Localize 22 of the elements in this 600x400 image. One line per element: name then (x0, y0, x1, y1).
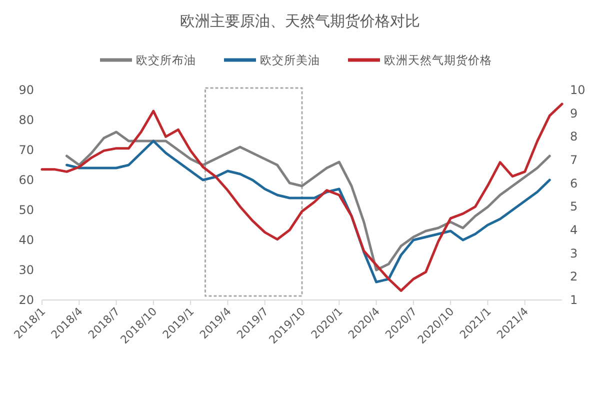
y-tick-label: 90 (18, 83, 34, 97)
y2-tick-label: 9 (570, 106, 578, 120)
legend-label: 欧交所美油 (260, 53, 320, 67)
y-tick-label: 20 (18, 293, 34, 307)
y-tick-label: 40 (18, 233, 34, 247)
y-tick-label: 50 (18, 203, 34, 217)
y2-tick-label: 5 (570, 200, 578, 214)
y2-tick-label: 1 (570, 293, 578, 307)
y2-tick-label: 8 (570, 130, 578, 144)
y-tick-label: 70 (18, 143, 34, 157)
y2-tick-label: 4 (570, 223, 578, 237)
y2-tick-label: 6 (570, 176, 578, 190)
y-tick-label: 60 (18, 173, 34, 187)
y2-tick-label: 7 (570, 153, 578, 167)
y2-tick-label: 3 (570, 246, 578, 260)
y-tick-label: 80 (18, 113, 34, 127)
y2-tick-label: 2 (570, 270, 578, 284)
legend-label: 欧洲天然气期货价格 (384, 53, 492, 67)
title: 欧洲主要原油、天然气期货价格对比 (180, 12, 420, 30)
legend-label: 欧交所布油 (136, 53, 196, 67)
y-tick-label: 30 (18, 263, 34, 277)
y2-tick-label: 10 (570, 83, 586, 97)
